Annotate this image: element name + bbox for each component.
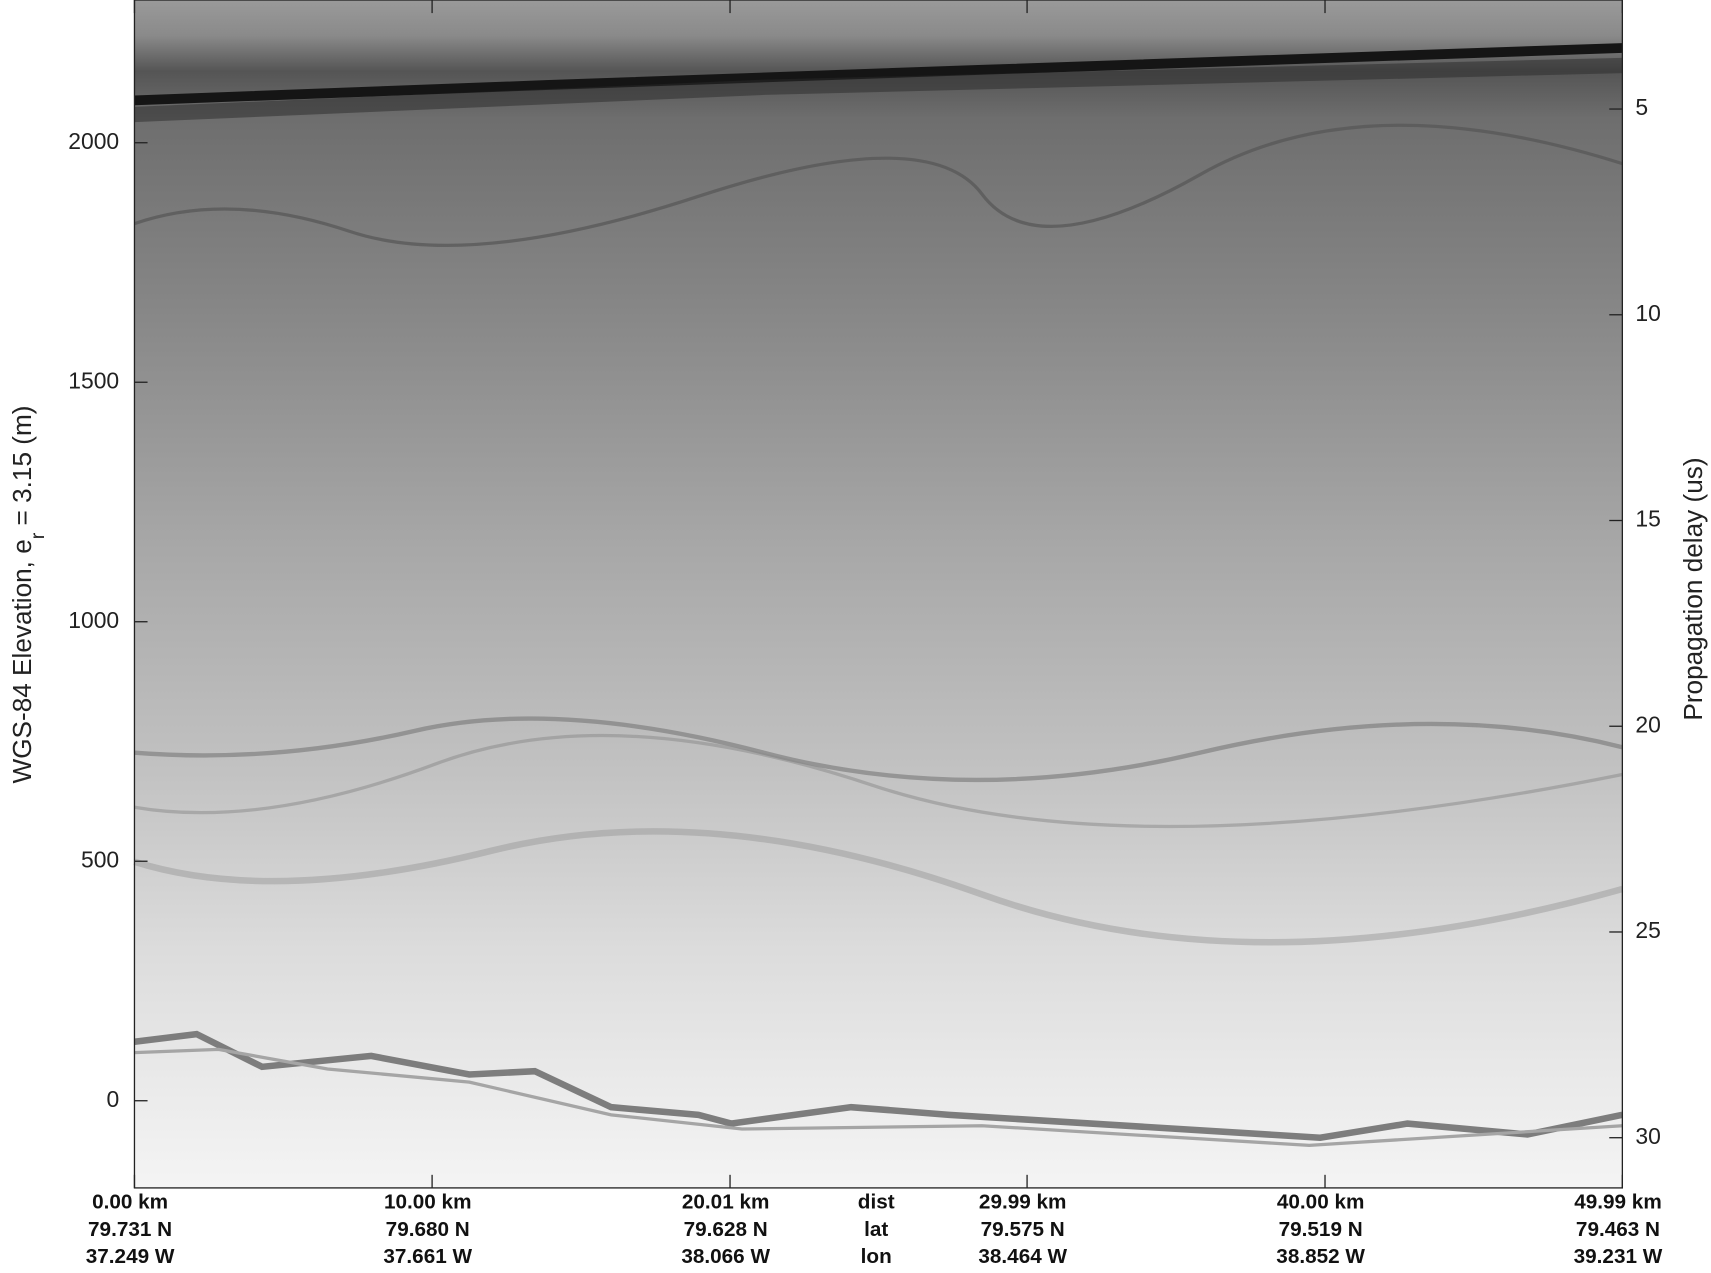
y-tick-label: 500 [81, 846, 119, 872]
y2-axis-title: Propagation delay (us) [1678, 457, 1708, 720]
lon-label: 38.066 W [681, 1245, 770, 1268]
x-tick-label: 49.99 km [1574, 1191, 1662, 1214]
y-tick-label: 1000 [68, 607, 119, 633]
lat-label: 79.680 N [386, 1218, 470, 1241]
x-tick-label: 29.99 km [979, 1191, 1067, 1214]
echogram [133, 0, 1624, 1189]
y2-tick-label: 5 [1635, 94, 1648, 120]
y-label: WGS-84 Elevation, e [7, 539, 37, 783]
lat-label: 79.519 N [1279, 1218, 1363, 1241]
x-tick-label: 0.00 km [92, 1191, 168, 1214]
y-tick-label: 0 [106, 1086, 119, 1112]
y2-tick-label: 30 [1635, 1123, 1660, 1149]
lat-label: 79.731 N [88, 1218, 172, 1241]
row-label: lon [861, 1245, 892, 1268]
y2-tick-label: 20 [1635, 711, 1660, 737]
lon-label: 38.464 W [978, 1245, 1067, 1268]
y-axis-title: WGS-84 Elevation, er = 3.15 (m) [7, 406, 49, 784]
y-tick-label: 1500 [68, 367, 119, 393]
y2-tick-label: 10 [1635, 300, 1660, 326]
x-tick-label: 10.00 km [384, 1191, 472, 1214]
y-label-sub: r [27, 532, 49, 539]
y-tick-label: 2000 [68, 128, 119, 154]
lon-label: 39.231 W [1574, 1245, 1663, 1268]
row-label: lat [864, 1218, 888, 1241]
y-label-end: = 3.15 (m) [7, 406, 37, 533]
y2-tick-label: 15 [1635, 506, 1660, 532]
lat-label: 79.575 N [981, 1218, 1065, 1241]
lat-label: 79.463 N [1576, 1218, 1660, 1241]
lon-label: 37.249 W [86, 1245, 175, 1268]
x-tick-label: 20.01 km [682, 1191, 770, 1214]
x-tick-label: 40.00 km [1277, 1191, 1365, 1214]
lon-label: 38.852 W [1276, 1245, 1365, 1268]
row-label: dist [858, 1191, 895, 1214]
y2-tick-label: 25 [1635, 917, 1660, 943]
lon-label: 37.661 W [383, 1245, 472, 1268]
lat-label: 79.628 N [684, 1218, 768, 1241]
